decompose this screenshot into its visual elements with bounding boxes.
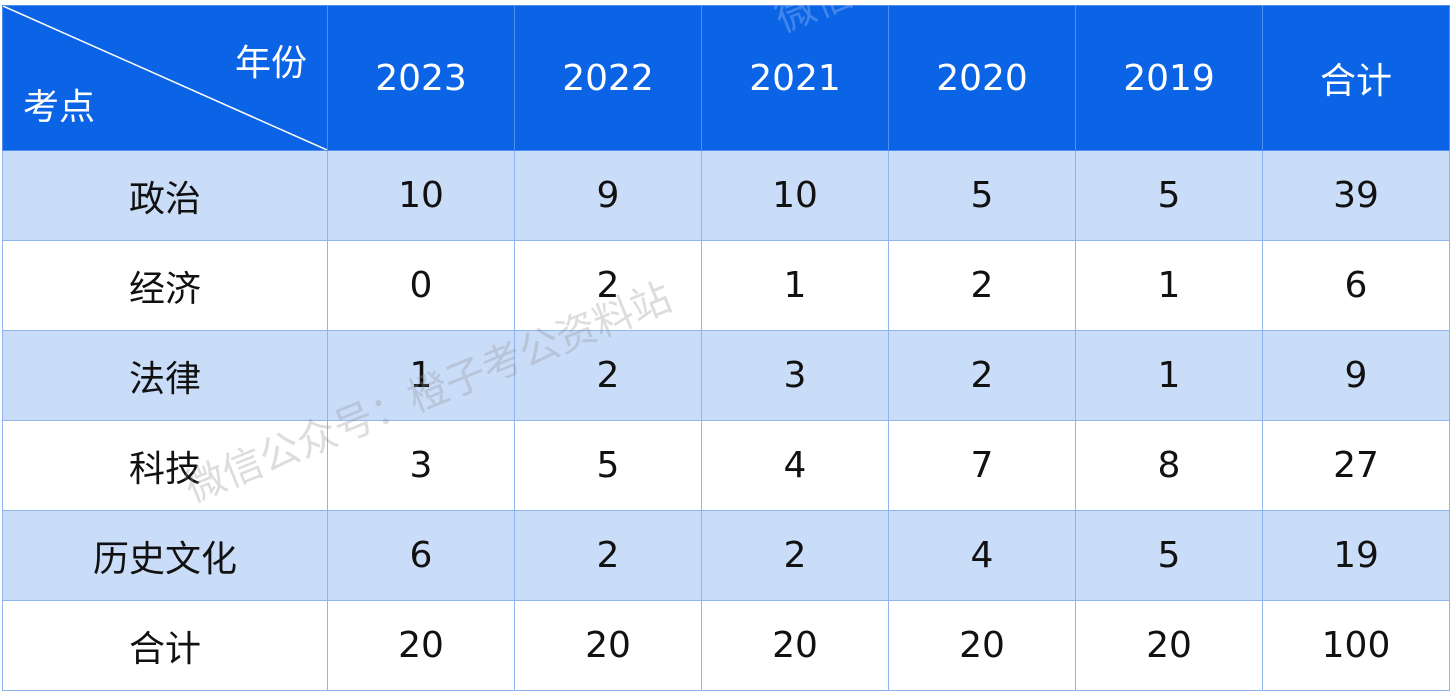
table-cell: 9 [514, 150, 702, 241]
table-cell: 19 [1262, 510, 1450, 601]
row-label: 法律 [2, 330, 328, 421]
table-row: 历史文化 6 2 2 4 5 19 [2, 510, 1450, 601]
table-cell: 2 [888, 240, 1076, 331]
table-cell: 39 [1262, 150, 1450, 241]
table-cell: 6 [327, 510, 515, 601]
col-header-2023: 2023 [327, 5, 515, 151]
table-cell: 1 [1075, 240, 1263, 331]
topic-header-label: 考点 [23, 87, 96, 128]
table-row: 科技 3 5 4 7 8 27 [2, 420, 1450, 511]
table-cell: 100 [1262, 600, 1450, 691]
table-cell: 20 [1075, 600, 1263, 691]
table-row: 法律 1 2 3 2 1 9 [2, 330, 1450, 421]
table-cell: 2 [701, 510, 889, 601]
table-cell: 2 [888, 330, 1076, 421]
table-cell: 3 [327, 420, 515, 511]
table-cell: 27 [1262, 420, 1450, 511]
table-cell: 6 [1262, 240, 1450, 331]
table-cell: 1 [701, 240, 889, 331]
table-cell: 20 [888, 600, 1076, 691]
table-cell: 2 [514, 330, 702, 421]
col-header-2021: 2021 [701, 5, 889, 151]
row-label: 政治 [2, 150, 328, 241]
row-label: 科技 [2, 420, 328, 511]
table-row: 政治 10 9 10 5 5 39 [2, 150, 1450, 241]
table-cell: 4 [888, 510, 1076, 601]
table-row-total: 合计 20 20 20 20 20 100 [2, 600, 1450, 691]
row-label: 经济 [2, 240, 328, 331]
table-cell: 9 [1262, 330, 1450, 421]
row-label: 历史文化 [2, 510, 328, 601]
table-cell: 1 [1075, 330, 1263, 421]
table-cell: 20 [701, 600, 889, 691]
table-cell: 7 [888, 420, 1076, 511]
table-cell: 1 [327, 330, 515, 421]
table-cell: 4 [701, 420, 889, 511]
table-cell: 20 [514, 600, 702, 691]
col-header-2022: 2022 [514, 5, 702, 151]
table-cell: 5 [1075, 510, 1263, 601]
table-cell: 5 [514, 420, 702, 511]
table-cell: 0 [327, 240, 515, 331]
table-cell: 10 [327, 150, 515, 241]
exam-topic-table: 年份 考点 2023 2022 2021 2020 2019 合计 政治 10 … [2, 5, 1450, 691]
table-row: 经济 0 2 1 2 1 6 [2, 240, 1450, 331]
table-cell: 8 [1075, 420, 1263, 511]
table-cell: 20 [327, 600, 515, 691]
table-cell: 10 [701, 150, 889, 241]
table-cell: 2 [514, 240, 702, 331]
header-row: 年份 考点 2023 2022 2021 2020 2019 合计 [2, 5, 1450, 151]
col-header-2020: 2020 [888, 5, 1076, 151]
col-header-total: 合计 [1262, 5, 1450, 151]
row-label: 合计 [2, 600, 328, 691]
table-cell: 3 [701, 330, 889, 421]
diagonal-divider [3, 6, 327, 150]
table-cell: 5 [1075, 150, 1263, 241]
year-header-label: 年份 [234, 43, 307, 84]
col-header-2019: 2019 [1075, 5, 1263, 151]
table-cell: 5 [888, 150, 1076, 241]
corner-cell: 年份 考点 [2, 5, 328, 151]
table-cell: 2 [514, 510, 702, 601]
